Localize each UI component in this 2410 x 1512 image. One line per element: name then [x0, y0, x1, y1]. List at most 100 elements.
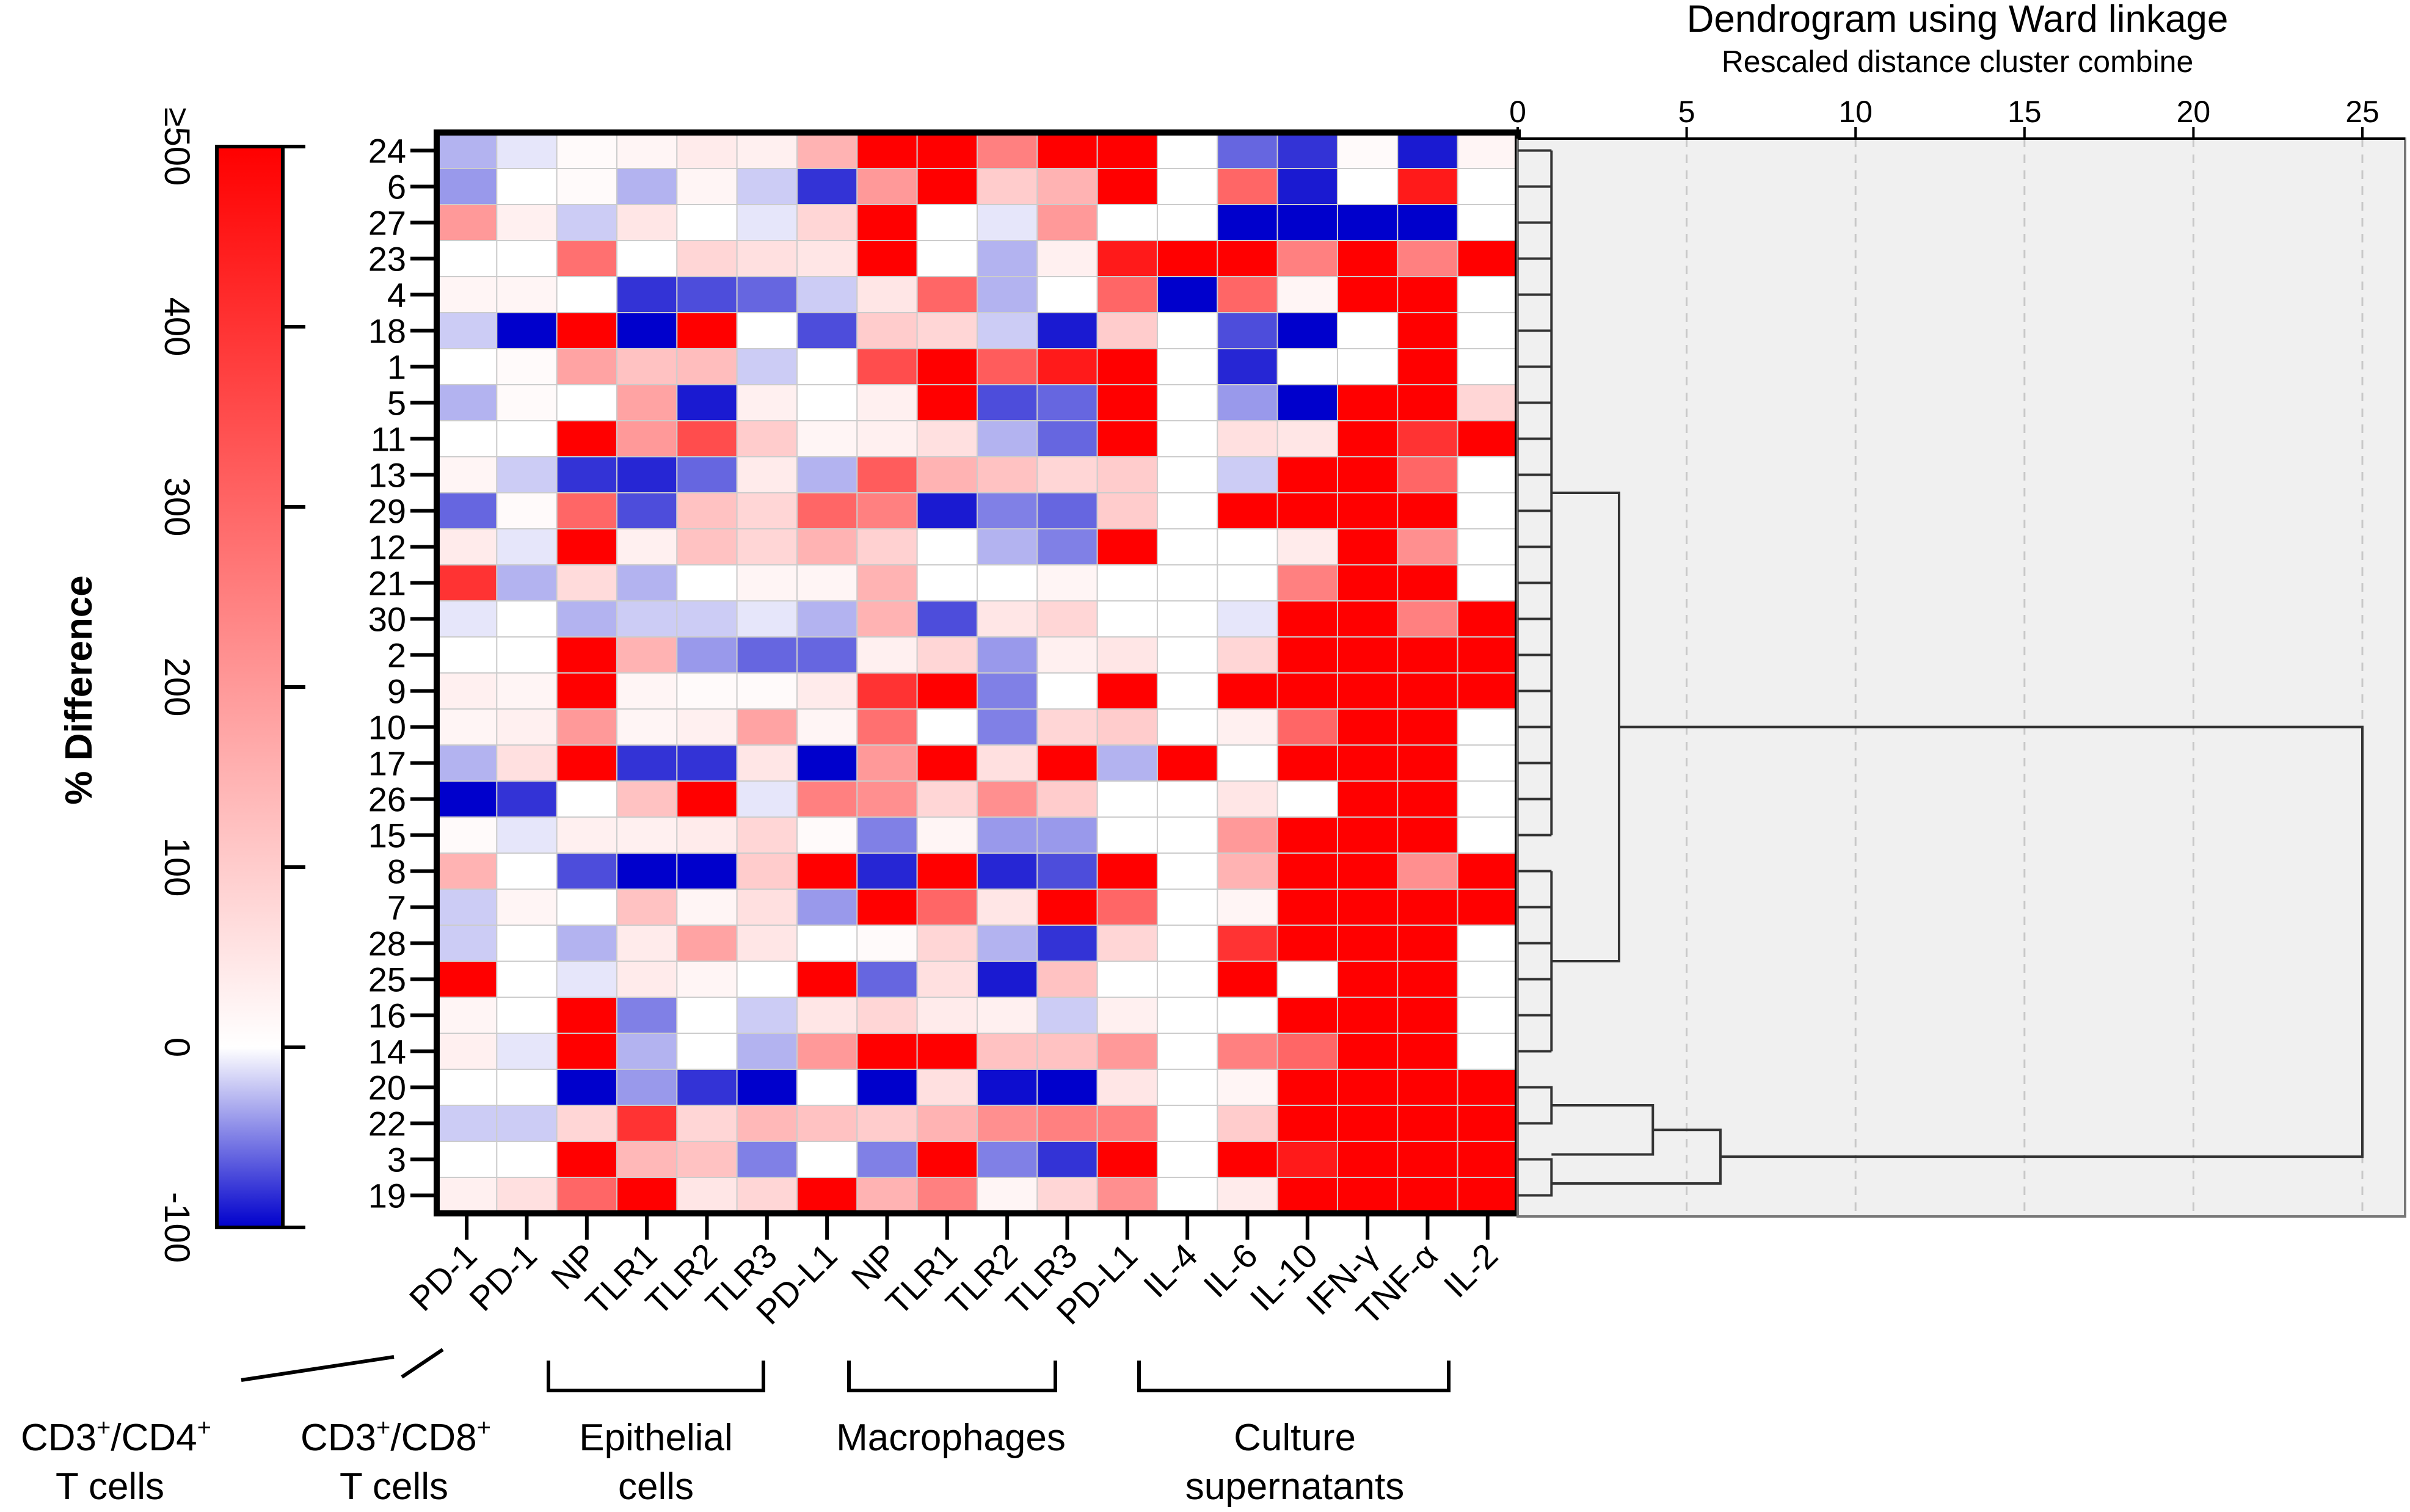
- heatmap-cell: [736, 240, 798, 277]
- heatmap-cell: [1336, 780, 1399, 818]
- heatmap-cell: [496, 132, 558, 169]
- heatmap-cell: [916, 780, 978, 818]
- heatmap-cell: [1036, 1069, 1098, 1106]
- heatmap-cell: [1156, 1033, 1218, 1070]
- heatmap-cell: [1457, 961, 1518, 998]
- heatmap-cell: [1457, 744, 1518, 782]
- heatmap-cell: [556, 132, 617, 169]
- heatmap-cell: [496, 961, 558, 998]
- heatmap-cell: [676, 600, 738, 638]
- heatmap-cell: [796, 889, 858, 926]
- heatmap-cell: [556, 780, 617, 818]
- heatmap-cell: [736, 1177, 798, 1214]
- heatmap-cell: [796, 276, 858, 313]
- heatmap-cell: [1036, 132, 1098, 169]
- heatmap-cell: [1276, 708, 1338, 746]
- heatmap-cell: [496, 456, 558, 493]
- heatmap-cell: [1276, 492, 1338, 529]
- heatmap-cell: [916, 204, 978, 241]
- row-label: 14: [368, 1033, 406, 1071]
- heatmap-cell: [1276, 780, 1338, 818]
- heatmap-cell: [1397, 240, 1458, 277]
- heatmap-cell: [796, 1177, 858, 1214]
- heatmap-cell: [1036, 852, 1098, 890]
- heatmap-cell: [856, 312, 918, 349]
- heatmap-cell: [1156, 780, 1218, 818]
- heatmap-cell: [856, 1105, 918, 1142]
- heatmap-cell: [676, 1033, 738, 1070]
- row-label: 18: [368, 312, 406, 351]
- heatmap-cell: [796, 456, 858, 493]
- heatmap-cell: [1217, 420, 1278, 457]
- heatmap-cell: [556, 708, 617, 746]
- heatmap-cell: [616, 1105, 678, 1142]
- heatmap-cell: [436, 528, 498, 565]
- heatmap-cell: [1457, 997, 1518, 1034]
- heatmap-cell: [1336, 708, 1399, 746]
- row-label: 3: [387, 1141, 406, 1179]
- heatmap-cell: [976, 492, 1038, 529]
- heatmap-cell: [436, 925, 498, 962]
- dendrogram-gridlines: [1686, 139, 2364, 1216]
- heatmap-cell: [496, 240, 558, 277]
- heatmap-cell: [1457, 132, 1518, 169]
- heatmap-cell: [436, 708, 498, 746]
- heatmap-cell: [436, 600, 498, 638]
- heatmap-cell: [1397, 456, 1458, 493]
- heatmap-cell: [976, 925, 1038, 962]
- heatmap-cell: [916, 168, 978, 205]
- heatmap-cell: [856, 528, 918, 565]
- heatmap-cell: [736, 997, 798, 1034]
- heatmap-cell: [1276, 564, 1338, 602]
- heatmap-cell: [976, 600, 1038, 638]
- heatmap-cell: [916, 384, 978, 421]
- dendrogram-tick-label: 20: [2177, 95, 2211, 129]
- heatmap-cell: [556, 312, 617, 349]
- heatmap-cell: [736, 564, 798, 602]
- heatmap-cell: [1156, 1177, 1218, 1214]
- heatmap-cell: [1156, 1141, 1218, 1178]
- heatmap-cell: [916, 240, 978, 277]
- colorbar-gradient: [215, 145, 285, 1229]
- heatmap-cell: [496, 1069, 558, 1106]
- heatmap-cell: [616, 204, 678, 241]
- heatmap-cell: [1397, 925, 1458, 962]
- heatmap-cell: [796, 168, 858, 205]
- heatmap-cell: [1457, 1177, 1518, 1214]
- heatmap-cell: [916, 1033, 978, 1070]
- column-label: IL-4: [1136, 1236, 1205, 1305]
- heatmap-cell: [556, 1069, 617, 1106]
- heatmap-cell: [1397, 312, 1458, 349]
- heatmap-cell: [1036, 600, 1098, 638]
- heatmap-cell: [1036, 708, 1098, 746]
- row-label: 25: [368, 961, 406, 999]
- heatmap-cell: [1217, 240, 1278, 277]
- heatmap-cell: [976, 132, 1038, 169]
- heatmap-cell: [796, 564, 858, 602]
- heatmap-cell: [1397, 997, 1458, 1034]
- group-label-macrophages: Macrophages: [836, 1417, 1066, 1459]
- heatmap-cell: [1096, 889, 1158, 926]
- heatmap-cell: [976, 961, 1038, 998]
- heatmap-cell: [916, 1105, 978, 1142]
- heatmap-cell: [496, 204, 558, 241]
- heatmap-cell: [1457, 852, 1518, 890]
- heatmap-cell: [856, 672, 918, 710]
- heatmap-cell: [1276, 1141, 1338, 1178]
- heatmap-cell: [436, 1141, 498, 1178]
- heatmap-cell: [856, 961, 918, 998]
- heatmap-cell: [496, 1141, 558, 1178]
- heatmap-cell: [436, 889, 498, 926]
- heatmap-cell: [556, 997, 617, 1034]
- heatmap-cell: [616, 456, 678, 493]
- heatmap-cell: [736, 1105, 798, 1142]
- heatmap-cell: [976, 312, 1038, 349]
- heatmap-cell: [496, 708, 558, 746]
- row-label: 27: [368, 204, 406, 242]
- heatmap-cell: [1276, 276, 1338, 313]
- heatmap-cell: [1457, 240, 1518, 277]
- heatmap-cell: [1217, 780, 1278, 818]
- heatmap-cell: [436, 168, 498, 205]
- heatmap-cell: [676, 1141, 738, 1178]
- heatmap-cell: [796, 780, 858, 818]
